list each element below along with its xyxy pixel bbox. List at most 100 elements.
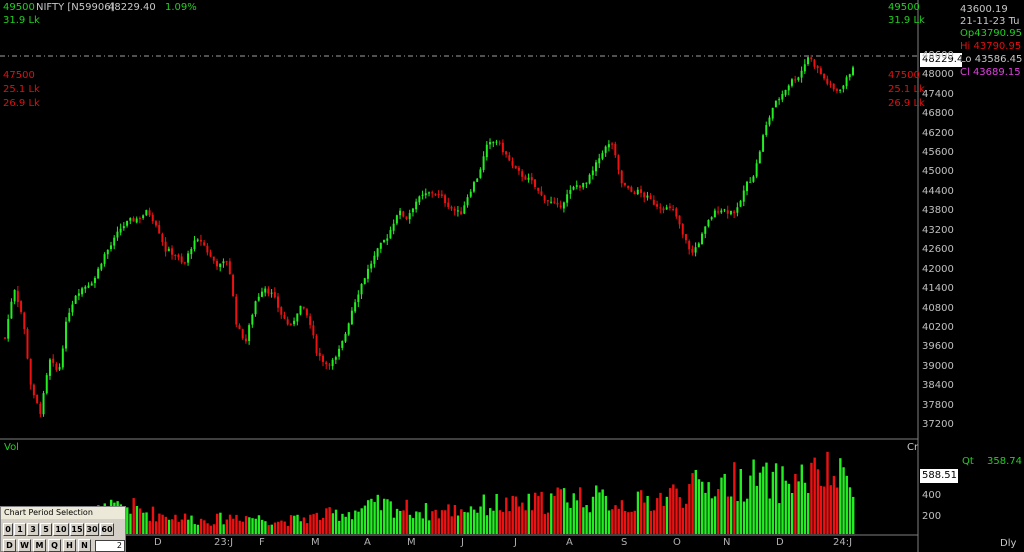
volume-bar <box>765 462 768 534</box>
candle-body <box>219 263 222 268</box>
volume-bar <box>216 513 219 534</box>
crosshair-left-level: 47500 <box>3 70 35 81</box>
volume-bar <box>232 518 235 534</box>
volume-bar <box>611 509 614 534</box>
candle-body <box>746 181 748 192</box>
candle-body <box>363 278 366 284</box>
candle-body <box>132 218 135 222</box>
volume-bar <box>322 517 325 534</box>
volume-bar <box>482 494 486 534</box>
volume-bar <box>562 488 566 534</box>
candle-body <box>431 192 434 194</box>
candle-body <box>823 73 826 79</box>
candle-body <box>578 185 581 188</box>
volume-bar <box>244 516 248 534</box>
time-axis-tick: D <box>776 537 784 548</box>
time-axis-tick: F <box>259 537 265 548</box>
change-percent: 1.09% <box>165 2 197 13</box>
volume-bar <box>852 496 855 534</box>
volume-bar <box>707 482 710 534</box>
price-axis-tick: 44400 <box>922 185 954 197</box>
candle-body <box>203 242 206 246</box>
candle-body <box>171 248 174 255</box>
volume-bar <box>267 525 270 534</box>
candle-body <box>257 296 260 301</box>
volume-bar <box>649 510 653 534</box>
volume-bar <box>312 514 315 534</box>
crore-label: Cr <box>907 442 919 453</box>
period-button-M[interactable]: M <box>33 539 46 552</box>
period-value-input[interactable]: 2 <box>95 540 125 552</box>
period-button-60[interactable]: 60 <box>100 523 114 536</box>
candle-body <box>842 85 845 89</box>
candle-body <box>142 215 145 218</box>
volume-bar <box>447 504 450 534</box>
candle-body <box>129 218 132 221</box>
period-button-3[interactable]: 3 <box>27 523 39 536</box>
candle-body <box>106 249 109 255</box>
candle-body <box>656 204 659 207</box>
candle-body <box>566 194 569 203</box>
candle-body <box>405 216 408 220</box>
volume-bar <box>755 485 759 534</box>
candle-body <box>119 228 122 233</box>
candle-body <box>309 316 312 325</box>
period-button-N[interactable]: N <box>78 539 91 552</box>
candle-body <box>36 394 39 403</box>
volume-bar <box>177 521 180 534</box>
period-button-H[interactable]: H <box>63 539 76 552</box>
period-button-D[interactable]: D <box>3 539 16 552</box>
candle-body <box>354 302 357 312</box>
candle-body <box>93 277 96 284</box>
candle-body <box>620 170 623 184</box>
candle-body <box>839 89 842 91</box>
period-button-10[interactable]: 10 <box>53 523 69 536</box>
volume-bar <box>444 510 447 534</box>
volume-bar <box>199 518 203 534</box>
candle-body <box>389 230 392 239</box>
volume-bar <box>762 466 765 534</box>
candle-body <box>591 170 594 176</box>
volume-bar <box>235 514 238 534</box>
candle-body <box>784 89 787 95</box>
candle-body <box>572 186 575 190</box>
candle-body <box>212 256 215 261</box>
volume-bar <box>601 489 604 534</box>
candle-body <box>209 252 212 257</box>
volume-bar <box>366 500 370 534</box>
candle-body <box>569 190 572 194</box>
volume-bar <box>517 506 521 534</box>
volume-bar <box>241 521 245 534</box>
volume-bar <box>572 493 575 534</box>
volume-bar <box>238 520 241 534</box>
candle-body <box>752 176 755 182</box>
period-button-W[interactable]: W <box>18 539 31 552</box>
candle-body <box>479 169 482 178</box>
candle-body <box>530 177 533 181</box>
candle-body <box>379 242 382 249</box>
period-button-15[interactable]: 15 <box>70 523 84 536</box>
volume-bar <box>328 507 331 534</box>
period-button-Q[interactable]: Q <box>48 539 61 552</box>
candle-body <box>411 208 414 213</box>
candle-body <box>720 210 723 213</box>
candle-body <box>643 192 646 198</box>
volume-bar <box>704 492 707 534</box>
period-button-30[interactable]: 30 <box>85 523 99 536</box>
period-button-5[interactable]: 5 <box>40 523 52 536</box>
volume-bar <box>530 510 534 534</box>
candle-body <box>126 220 129 226</box>
candle-body <box>492 141 495 143</box>
candle-body <box>90 283 93 286</box>
candle-body <box>505 151 508 155</box>
period-button-0[interactable]: 0 <box>3 523 13 536</box>
volume-bar <box>129 513 132 534</box>
candle-body <box>665 207 668 210</box>
candle-body <box>315 335 318 354</box>
candle-body <box>723 209 726 211</box>
volume-bar <box>823 486 826 534</box>
period-button-1[interactable]: 1 <box>14 523 26 536</box>
candle-body <box>273 292 276 298</box>
volume-bar <box>501 512 505 534</box>
